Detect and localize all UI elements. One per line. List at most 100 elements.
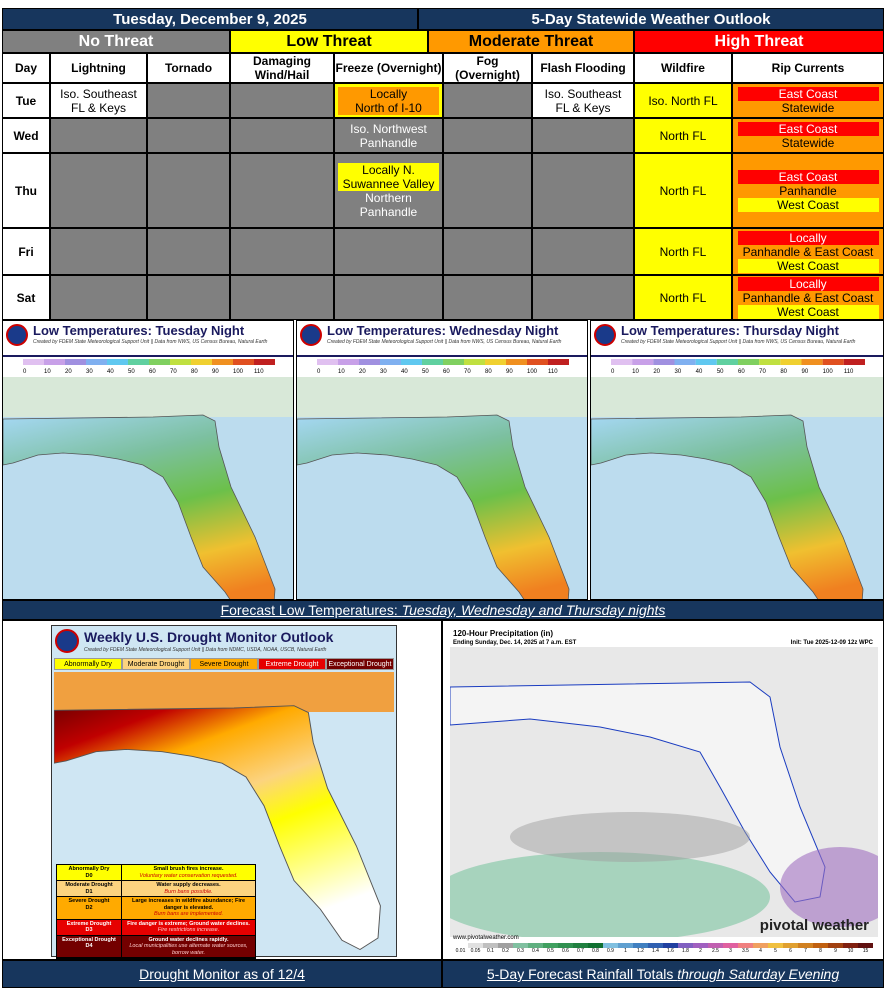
rain-swatch	[573, 943, 588, 948]
scale-swatch	[191, 359, 212, 365]
threat-cell	[50, 153, 147, 228]
rain-scale-item: 0.5	[543, 943, 558, 957]
rain-swatch	[753, 943, 768, 948]
threat-text: Panhandle	[779, 183, 837, 198]
threat-level: High Threat	[634, 30, 884, 53]
category-name: Extreme Drought	[66, 920, 112, 927]
threat-cell	[147, 118, 230, 153]
rain-scale-label: 2	[699, 948, 702, 954]
rain-scale-label: 0.2	[502, 948, 509, 954]
impact-row: Extreme Drought D3 Fire danger is extreme;…	[57, 919, 255, 936]
threat-cell: Locally Panhandle & East Coast West Coast	[732, 228, 884, 275]
threat-cell	[147, 153, 230, 228]
scale-swatch	[233, 359, 254, 365]
threat-cell	[230, 275, 334, 320]
impact-category: Abnormally Dry D0	[57, 865, 122, 880]
drought-panel: Weekly U.S. Drought Monitor Outlook Creat…	[2, 620, 442, 960]
scale-label: 60	[738, 369, 745, 375]
impact-description: Water supply decreases.	[156, 882, 221, 888]
temperature-map: Low Temperatures: Wednesday Night Created…	[296, 320, 588, 600]
map-credit: Created by FDEM State Meteorological Sup…	[327, 339, 562, 345]
rain-scale-label: 0.01	[455, 948, 466, 954]
rain-scale-label: 0.7	[577, 948, 584, 954]
impact-description: Ground water declines rapidly.	[148, 936, 229, 943]
impact-note: Burn bans possible.	[164, 888, 213, 895]
map-title: Low Temperatures: Tuesday Night	[33, 323, 245, 338]
threat-text: Northern Panhandle	[359, 190, 418, 219]
day-label: Fri	[2, 228, 50, 275]
fdem-logo	[6, 324, 28, 346]
category-name: Exceptional Drought	[62, 936, 116, 943]
scale-swatch	[128, 359, 149, 365]
rain-scale-item: 2.5	[708, 943, 723, 957]
threat-cell: Iso. North FL	[634, 83, 732, 118]
caption-italic: through Saturday Evening	[677, 966, 840, 982]
rain-scale-label: 6	[789, 948, 792, 954]
drought-legend-item: Abnormally Dry	[54, 658, 122, 670]
scale-swatch	[149, 359, 170, 365]
threat-cell	[532, 275, 634, 320]
rain-scale-label: 5	[774, 948, 777, 954]
threat-text: Statewide	[781, 100, 835, 115]
drought-title: Weekly U.S. Drought Monitor Outlook	[84, 629, 334, 645]
scale-label: 60	[149, 369, 156, 375]
rain-scale-label: 9	[834, 948, 837, 954]
rain-swatch	[708, 943, 723, 948]
threat-cell	[230, 153, 334, 228]
threat-cell	[230, 228, 334, 275]
scale-label: 100	[823, 369, 834, 375]
rain-scale-item: 9	[828, 943, 843, 957]
scale-label: 40	[107, 369, 114, 375]
scale-swatch	[443, 359, 464, 365]
scale-label: 70	[170, 369, 177, 375]
rain-scale-label: 0.6	[562, 948, 569, 954]
scale-swatch	[611, 359, 633, 365]
category-name: Moderate Drought	[65, 882, 113, 888]
scale-label: 30	[380, 369, 387, 375]
map-title: Low Temperatures: Thursday Night	[621, 323, 839, 338]
threat-text: Iso. Northwest Panhandle	[350, 121, 427, 150]
rain-scale-item: 0.7	[573, 943, 588, 957]
rain-swatch	[738, 943, 753, 948]
rain-swatch	[468, 943, 483, 948]
threat-cell	[443, 83, 532, 118]
category-code: D3	[85, 927, 93, 933]
threat-cell: Iso. Northwest Panhandle	[334, 118, 443, 153]
rain-scale-label: 0.3	[517, 948, 524, 954]
threat-text: Panhandle & East Coast	[742, 244, 874, 259]
rain-scale-item: 3.5	[738, 943, 753, 957]
column-header: Day	[2, 53, 50, 83]
map-header: Low Temperatures: Thursday Night Created …	[591, 321, 883, 357]
threat-text: West Coast	[737, 304, 879, 319]
drought-caption: Drought Monitor as of 12/4	[2, 960, 442, 988]
scale-swatch	[359, 359, 380, 365]
scale-label: 10	[632, 369, 639, 375]
rain-scale-item: 0.8	[588, 943, 603, 957]
impact-note: Local municipalities use alternate water…	[129, 943, 248, 956]
scale-label: 20	[359, 369, 366, 375]
threat-cell: East Coast Statewide	[732, 83, 884, 118]
map-graphic: 0 10 20 30 40 50 60 70 80 90 100 110	[297, 359, 587, 599]
threat-cell	[443, 228, 532, 275]
threat-cell	[443, 118, 532, 153]
scale-swatch	[527, 359, 548, 365]
map-credit: Created by FDEM State Meteorological Sup…	[621, 339, 856, 345]
threat-cell: Locally Panhandle & East Coast West Coast	[732, 275, 884, 320]
georgia	[591, 377, 883, 417]
scale-swatch	[212, 359, 233, 365]
rain-scale-label: 1.4	[652, 948, 659, 954]
rain-swatch	[483, 943, 498, 948]
temperature-map: Low Temperatures: Tuesday Night Created b…	[2, 320, 294, 600]
scale-swatch	[759, 359, 781, 365]
florida	[3, 414, 276, 599]
threat-text: North FL	[659, 183, 707, 198]
temperature-map: Low Temperatures: Thursday Night Created …	[590, 320, 884, 600]
rain-swatch	[633, 943, 648, 948]
scale-swatch	[170, 359, 191, 365]
scale-label: 40	[401, 369, 408, 375]
threat-text: Locally	[737, 230, 879, 245]
scale-label: 110	[548, 369, 558, 375]
column-header: Damaging Wind/Hail	[230, 53, 334, 83]
threat-cell	[147, 228, 230, 275]
scale-swatch	[338, 359, 359, 365]
